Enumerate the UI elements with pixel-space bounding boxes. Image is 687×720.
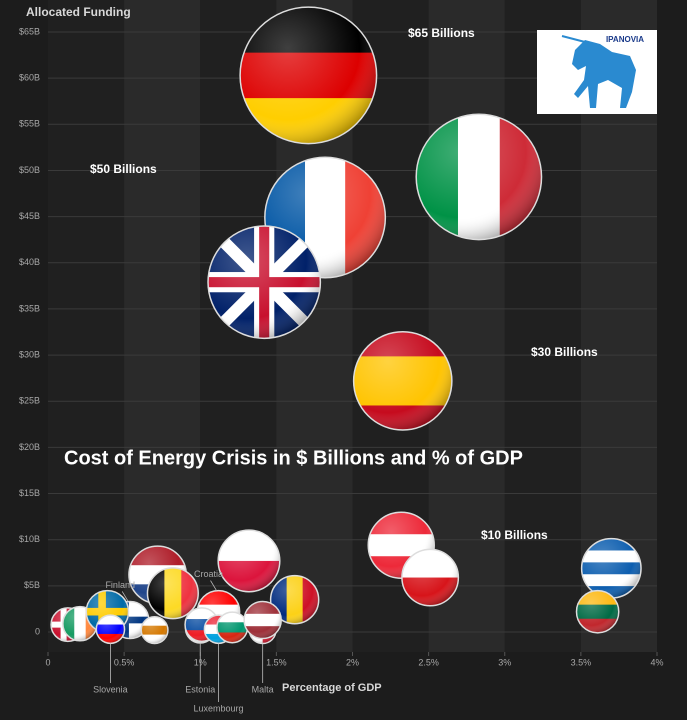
annotation: $10 Billions	[481, 528, 548, 542]
y-tick-label: $5B	[24, 580, 40, 590]
bubble	[217, 529, 281, 593]
bubble-shine	[239, 6, 378, 145]
y-tick-label: $60B	[19, 73, 40, 83]
y-tick-label: $45B	[19, 211, 40, 221]
bubble	[243, 600, 282, 640]
point-label: Estonia	[185, 684, 215, 694]
bubble-shine	[580, 537, 642, 599]
annotation: $65 Billions	[408, 26, 475, 40]
bubble	[401, 548, 460, 607]
x-tick-label: 2.5%	[418, 657, 439, 667]
x-tick-label: 3.5%	[571, 657, 592, 667]
bubble	[580, 537, 642, 599]
y-tick-label: $40B	[19, 257, 40, 267]
chart-title: Cost of Energy Crisis in $ Billions and …	[64, 447, 523, 469]
y-tick-label: $15B	[19, 488, 40, 498]
logo-unicorn	[572, 40, 636, 108]
bubble-shine	[146, 567, 199, 620]
bubble-shine	[95, 614, 126, 645]
x-tick-label: 2%	[346, 657, 359, 667]
x-tick-label: 4%	[650, 657, 663, 667]
logo-text: IPANOVIA	[606, 35, 644, 44]
point-label: Finland	[105, 580, 135, 590]
bubble-shine	[217, 529, 281, 593]
logo: IPANOVIA	[537, 30, 657, 114]
bubble	[95, 614, 126, 645]
point-label: Croatia	[194, 569, 223, 579]
bubble-shine	[575, 589, 620, 634]
bubble-shine	[207, 225, 322, 340]
point-label: Malta	[252, 684, 274, 694]
label-leader	[121, 591, 129, 602]
point-label: Luxembourg	[193, 703, 243, 713]
annotation: $50 Billions	[90, 162, 157, 176]
bubble-shine	[352, 331, 453, 431]
bubble	[269, 574, 320, 625]
y-tick-label: $55B	[19, 119, 40, 129]
x-tick-label: 0.5%	[114, 657, 135, 667]
band	[428, 0, 505, 652]
bubble	[216, 611, 249, 644]
bubble-shine	[269, 574, 320, 625]
y-tick-label: $50B	[19, 165, 40, 175]
bubble	[239, 6, 378, 145]
bubble-shine	[401, 548, 460, 607]
x-axis-title: Percentage of GDP	[282, 682, 382, 694]
x-tick-label: 3%	[498, 657, 511, 667]
y-tick-label: $20B	[19, 442, 40, 452]
bubble	[352, 331, 453, 431]
annotation: $30 Billions	[531, 345, 598, 359]
bubble-shine	[140, 616, 169, 645]
bubble	[575, 589, 620, 634]
bubble-shine	[243, 600, 282, 640]
y-tick-label: $10B	[19, 534, 40, 544]
bubbles: Finland Slovenia Croatia Estonia Luxembourg M…	[50, 6, 642, 713]
point-label: Slovenia	[93, 684, 128, 694]
y-tick-label: $30B	[19, 349, 40, 359]
y-tick-label: 0	[35, 626, 40, 636]
bubble-shine	[415, 113, 543, 241]
y-tick-label: $35B	[19, 303, 40, 313]
y-tick-label: $65B	[19, 26, 40, 36]
bubble	[415, 113, 543, 241]
bubble	[140, 616, 169, 645]
y-tick-label: $25B	[19, 396, 40, 406]
band	[48, 0, 125, 652]
x-tick-label: 1.5%	[266, 657, 287, 667]
bubble	[207, 225, 322, 340]
y-axis-title: Allocated Funding	[26, 5, 131, 19]
logo-horn	[561, 35, 586, 43]
label-leader	[210, 580, 217, 591]
band	[124, 0, 201, 652]
bubble-shine	[216, 611, 249, 644]
x-tick-label: 0	[45, 657, 50, 667]
bubble	[146, 567, 199, 620]
